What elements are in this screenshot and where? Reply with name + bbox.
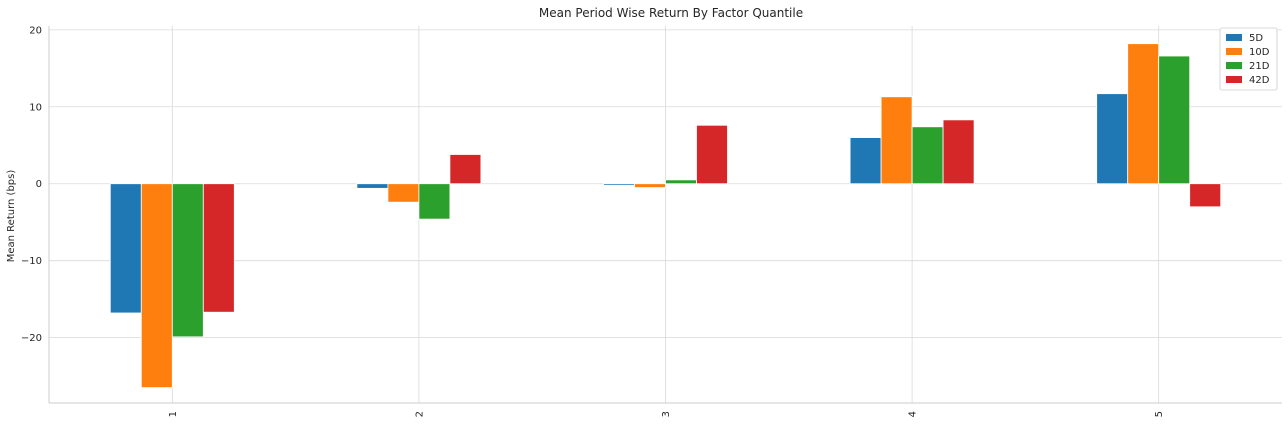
bar — [849, 137, 882, 185]
x-tick-label: 4 — [908, 411, 919, 417]
bar — [387, 183, 420, 203]
bar — [171, 183, 204, 338]
x-tick-label: 5 — [1154, 411, 1165, 417]
legend-label: 5D — [1249, 33, 1263, 44]
bar — [1096, 93, 1129, 185]
x-tick-label: 2 — [414, 411, 425, 417]
bar — [1127, 43, 1160, 185]
legend-label: 10D — [1249, 47, 1270, 58]
bar — [1189, 183, 1222, 208]
bar — [1158, 55, 1191, 185]
bar — [696, 124, 728, 185]
bar — [634, 183, 666, 188]
bar — [911, 126, 944, 185]
x-tick-label: 3 — [661, 411, 672, 417]
y-tick-label: 0 — [36, 179, 42, 190]
axes: 20 10 0 −10 −20 1 2 3 4 5 — [21, 25, 1282, 417]
bar — [880, 96, 913, 185]
legend-label: 21D — [1249, 61, 1270, 72]
bar — [202, 183, 235, 313]
legend-label: 42D — [1249, 75, 1270, 86]
legend-box — [1219, 27, 1278, 91]
bar — [418, 183, 451, 220]
legend-swatch — [1226, 48, 1242, 55]
bar — [356, 183, 389, 189]
bar — [942, 119, 975, 185]
chart-title: Mean Period Wise Return By Factor Quanti… — [539, 6, 803, 20]
y-tick-label: −20 — [21, 333, 42, 344]
bar — [449, 154, 482, 185]
y-tick-label: −10 — [21, 256, 42, 267]
bar — [109, 183, 142, 314]
legend: 5D 10D 21D 42D — [1219, 27, 1278, 91]
bar — [603, 183, 635, 186]
bar — [665, 179, 697, 185]
y-axis-label: Mean Return (bps) — [6, 170, 17, 263]
legend-swatch — [1226, 62, 1242, 69]
bars — [109, 43, 1222, 389]
legend-swatch — [1226, 76, 1242, 83]
y-tick-label: 20 — [29, 25, 42, 36]
y-tick-label: 10 — [29, 102, 42, 113]
x-tick-label: 1 — [168, 411, 179, 417]
bar — [140, 183, 173, 389]
legend-swatch — [1226, 34, 1242, 41]
